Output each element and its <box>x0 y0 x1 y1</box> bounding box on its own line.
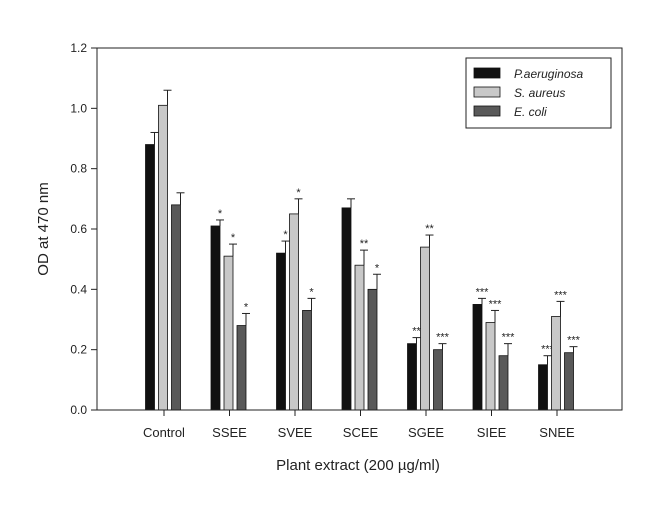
bar-ecoli <box>498 355 509 411</box>
bar-ecoli <box>433 349 443 411</box>
y-tick-label: 0.2 <box>70 343 87 357</box>
bar-saureus <box>420 246 430 411</box>
bar-ecoli <box>564 352 574 411</box>
axes: 0.0 0.2 0.4 0.6 0.8 1.0 1.2 Control SSEE SVEE SCEE… <box>70 41 623 440</box>
x-axis-title: Plant extract (200 µg/ml) <box>276 457 440 474</box>
y-tick-label: 0.8 <box>70 162 87 176</box>
y-tick-label: 0.0 <box>70 403 87 417</box>
x-tick-label: SSEE <box>212 425 247 440</box>
significance-label: *** <box>476 286 490 298</box>
x-tick-label: SIEE <box>477 425 507 440</box>
y-tick-label: 1.0 <box>70 101 87 115</box>
significance-label: *** <box>436 332 450 344</box>
bar-ecoli <box>236 325 247 411</box>
bar-paeruginosa <box>210 225 221 411</box>
bar-ecoli <box>302 310 312 411</box>
legend: P.aeruginosa S. aureus E. coli <box>465 57 612 129</box>
bar-saureus <box>551 316 561 411</box>
bar-ecoli <box>171 204 181 411</box>
y-tick-label: 0.6 <box>70 222 87 236</box>
x-tick-label: SVEE <box>278 425 313 440</box>
legend-label: P.aeruginosa <box>514 67 583 81</box>
legend-swatch <box>473 105 501 117</box>
legend-swatch <box>473 86 501 98</box>
significance-label: *** <box>567 335 581 347</box>
bar-ecoli <box>367 288 378 411</box>
significance-label: * <box>283 229 288 241</box>
significance-label: *** <box>489 298 503 310</box>
bar-paeruginosa <box>472 304 483 411</box>
significance-label: *** <box>502 332 516 344</box>
x-tick-label: SNEE <box>539 425 575 440</box>
significance-label: *** <box>554 289 568 301</box>
legend-swatch <box>473 67 501 79</box>
bar-saureus <box>354 264 365 411</box>
significance-label: * <box>244 301 249 313</box>
x-tick-label: SCEE <box>343 425 379 440</box>
bar-paeruginosa <box>407 343 417 411</box>
x-tick-label: SGEE <box>408 425 444 440</box>
y-tick-label: 1.2 <box>70 41 87 55</box>
x-tick-label: Control <box>143 425 185 440</box>
legend-label: E. coli <box>514 105 547 119</box>
significance-label: * <box>296 187 301 199</box>
y-tick-label: 0.4 <box>70 282 87 296</box>
bar-saureus <box>289 213 299 411</box>
y-axis-title: OD at 470 nm <box>35 182 52 275</box>
bar-saureus <box>223 255 234 411</box>
bars: ********************************** <box>145 89 581 411</box>
bar-saureus <box>158 104 168 411</box>
significance-label: * <box>218 208 223 220</box>
bar-paeruginosa <box>145 144 155 411</box>
significance-label: * <box>375 262 380 274</box>
significance-label: * <box>231 232 236 244</box>
significance-label: ** <box>412 326 421 338</box>
legend-label: S. aureus <box>514 86 565 100</box>
bar-paeruginosa <box>538 364 548 411</box>
significance-label: ** <box>360 238 369 250</box>
significance-label: * <box>309 286 314 298</box>
bar-saureus <box>485 322 496 411</box>
bar-paeruginosa <box>276 252 286 411</box>
bar-paeruginosa <box>341 207 352 411</box>
significance-label: ** <box>425 223 434 235</box>
